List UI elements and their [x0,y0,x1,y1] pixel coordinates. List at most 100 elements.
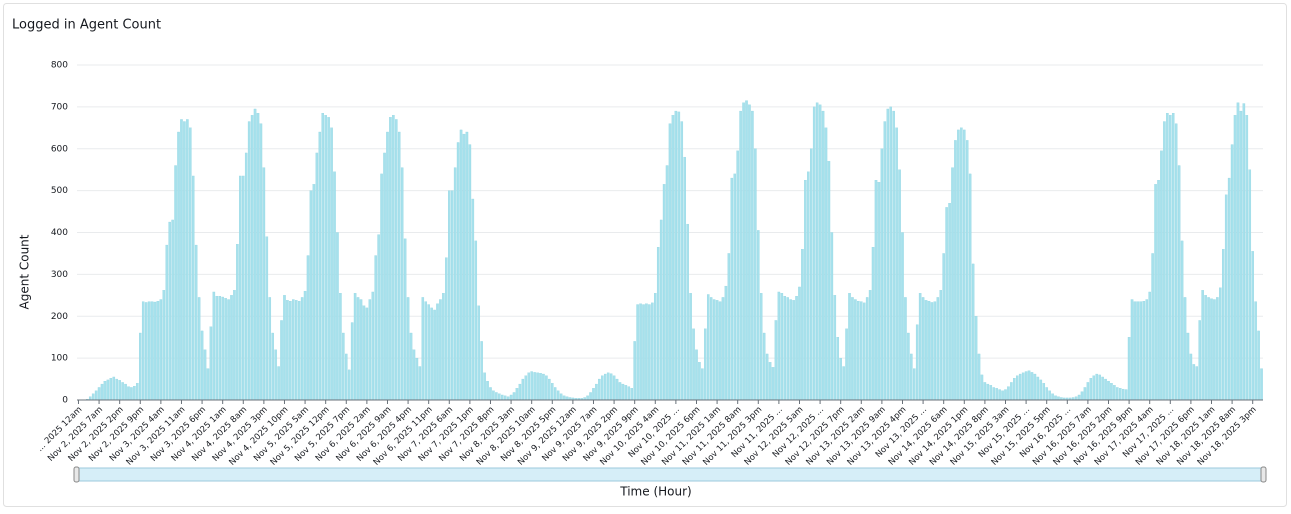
bar [118,380,121,401]
y-tick-label: 600 [51,144,68,154]
bar [1154,184,1157,401]
bar [842,366,845,401]
bar [739,110,742,401]
bar [336,232,339,401]
bar [527,372,531,401]
bar [459,129,463,401]
bar [136,383,139,401]
bar [924,300,928,401]
bar [462,133,466,401]
bar [218,295,222,401]
bar [277,366,280,401]
bar [762,332,766,401]
bar [309,190,313,401]
bar [418,366,422,401]
range-slider[interactable] [76,467,1264,482]
bar [836,337,840,401]
bar [495,392,498,401]
bar [815,102,819,401]
bar [839,357,842,401]
bar [471,198,475,401]
bar [377,234,380,401]
bar [427,304,430,401]
bar [180,119,183,401]
bar [450,190,454,401]
bar [1007,386,1010,401]
bar [562,395,566,401]
bar [1142,301,1146,401]
bar [780,293,784,401]
bar [821,110,825,401]
bar [1133,301,1137,401]
bar [677,111,681,401]
bar [1054,395,1057,401]
bar [665,165,669,401]
bar [1248,169,1252,401]
bar [1057,396,1060,401]
bar [792,300,795,401]
bar [995,388,998,401]
bar [421,297,425,401]
bar [824,127,828,401]
bar [1136,301,1140,401]
bar [759,293,763,401]
bar [1195,366,1199,401]
bar [456,142,460,401]
bar [812,106,816,401]
bar [139,332,142,401]
bar [289,301,292,401]
bar [1233,115,1237,401]
bar [347,369,351,401]
bar [874,180,878,401]
bar [477,305,480,401]
bar [889,106,892,401]
y-tick-label: 400 [51,228,68,238]
bar [1216,297,1219,401]
bar [200,330,204,401]
bar [880,148,884,401]
slider-handle[interactable] [1260,466,1267,483]
bar [1027,370,1031,401]
bar [1239,110,1243,401]
bar [465,131,469,401]
bar [983,382,987,401]
slider-handle[interactable] [73,466,80,483]
bar [156,301,160,401]
bar [1010,382,1013,401]
bar [518,383,522,401]
bar [306,255,310,401]
bar [1116,387,1119,401]
bar [612,375,616,401]
bar [848,293,851,401]
bar [386,131,389,401]
bar [362,305,366,401]
bar [492,390,495,401]
bar [601,375,604,401]
bar [342,332,345,401]
bar [1192,364,1196,401]
bar [97,387,101,401]
bar [236,244,239,401]
bar [609,373,613,401]
y-tick-label: 200 [51,312,68,322]
bar [648,304,651,401]
bar [954,140,957,401]
bar [1257,330,1260,401]
bar [683,156,686,401]
chart-title: Logged in Agent Count [12,18,161,33]
bar [877,182,881,401]
bar [709,297,713,401]
bar [1077,394,1081,401]
bar [392,115,395,401]
bar [536,372,539,401]
bar [100,383,104,401]
bar [94,390,98,401]
bar [88,396,92,401]
bar [194,244,198,401]
bar [1021,372,1025,401]
bar [553,387,557,401]
bar [542,373,545,401]
bar [403,238,407,401]
